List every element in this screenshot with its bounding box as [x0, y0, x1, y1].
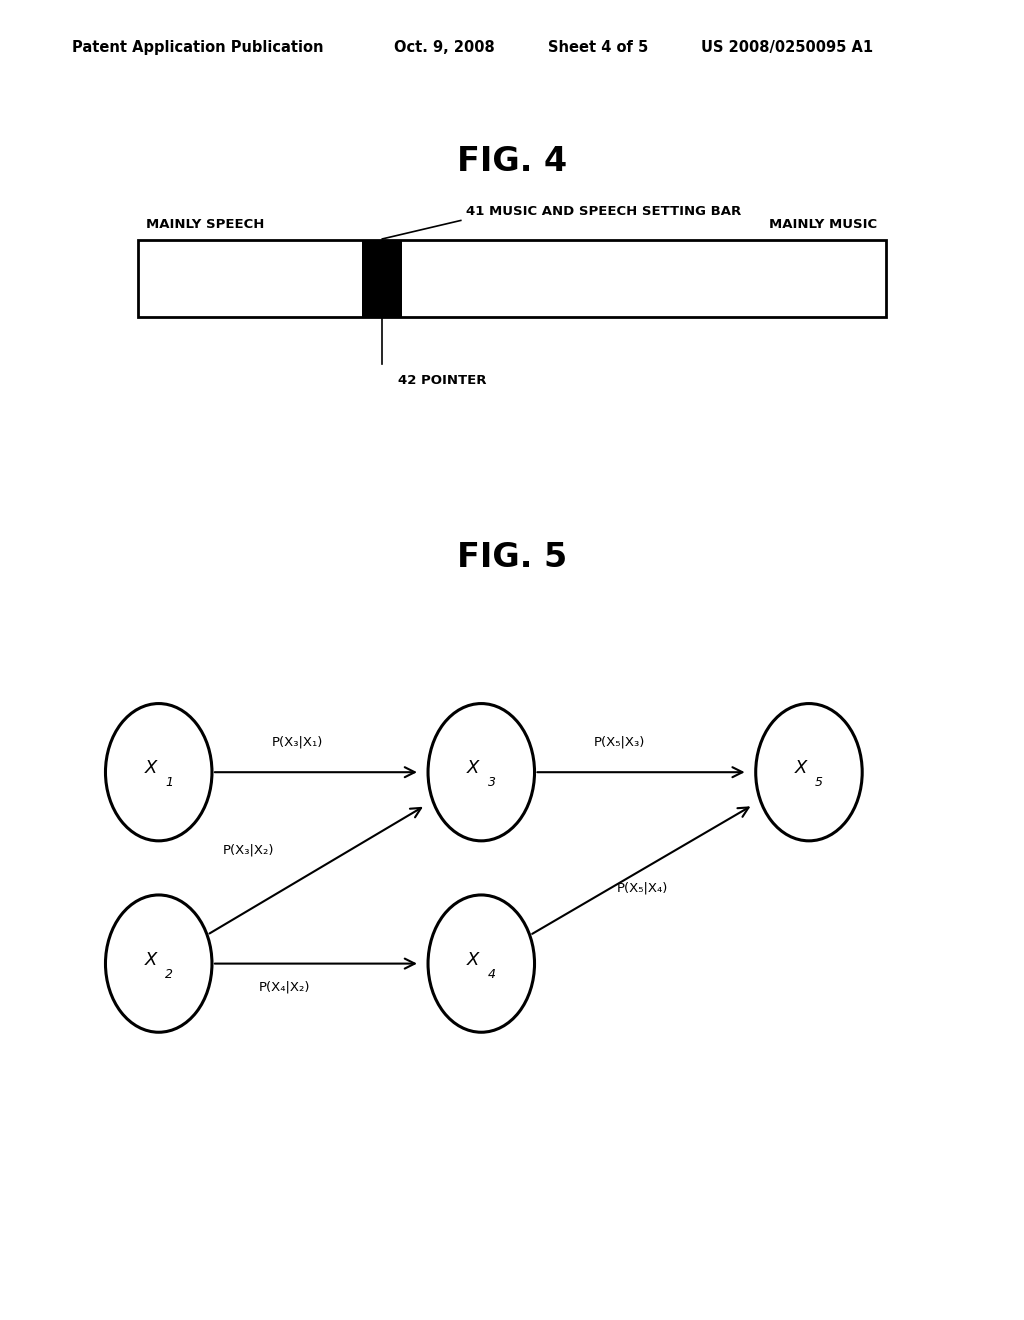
Text: 41 MUSIC AND SPEECH SETTING BAR: 41 MUSIC AND SPEECH SETTING BAR [466, 205, 741, 218]
Text: Sheet 4 of 5: Sheet 4 of 5 [548, 40, 648, 55]
Circle shape [428, 895, 535, 1032]
Text: 1: 1 [165, 776, 173, 789]
Text: MAINLY SPEECH: MAINLY SPEECH [146, 218, 265, 231]
Circle shape [428, 704, 535, 841]
Circle shape [756, 704, 862, 841]
Text: US 2008/0250095 A1: US 2008/0250095 A1 [701, 40, 873, 55]
Text: 5: 5 [815, 776, 823, 789]
Text: X: X [795, 759, 807, 777]
Text: 3: 3 [487, 776, 496, 789]
Bar [362, 240, 402, 317]
Text: X: X [467, 950, 479, 969]
Text: 4: 4 [487, 968, 496, 981]
Text: P(X₄|X₂): P(X₄|X₂) [259, 981, 310, 994]
Text: FIG. 4: FIG. 4 [457, 144, 567, 177]
Text: X: X [467, 759, 479, 777]
Text: 2: 2 [165, 968, 173, 981]
Text: MAINLY MUSIC: MAINLY MUSIC [769, 218, 878, 231]
Circle shape [105, 704, 212, 841]
Text: X: X [144, 950, 157, 969]
Text: P(X₃|X₂): P(X₃|X₂) [223, 843, 274, 857]
Text: P(X₅|X₄): P(X₅|X₄) [616, 882, 668, 895]
Text: Patent Application Publication: Patent Application Publication [72, 40, 324, 55]
Text: X: X [144, 759, 157, 777]
Text: P(X₃|X₁): P(X₃|X₁) [271, 735, 323, 748]
Bar [138, 240, 886, 317]
Text: Oct. 9, 2008: Oct. 9, 2008 [394, 40, 495, 55]
Text: FIG. 5: FIG. 5 [457, 541, 567, 574]
Text: 42 POINTER: 42 POINTER [397, 374, 486, 387]
Text: P(X₅|X₃): P(X₅|X₃) [594, 735, 645, 748]
Circle shape [105, 895, 212, 1032]
